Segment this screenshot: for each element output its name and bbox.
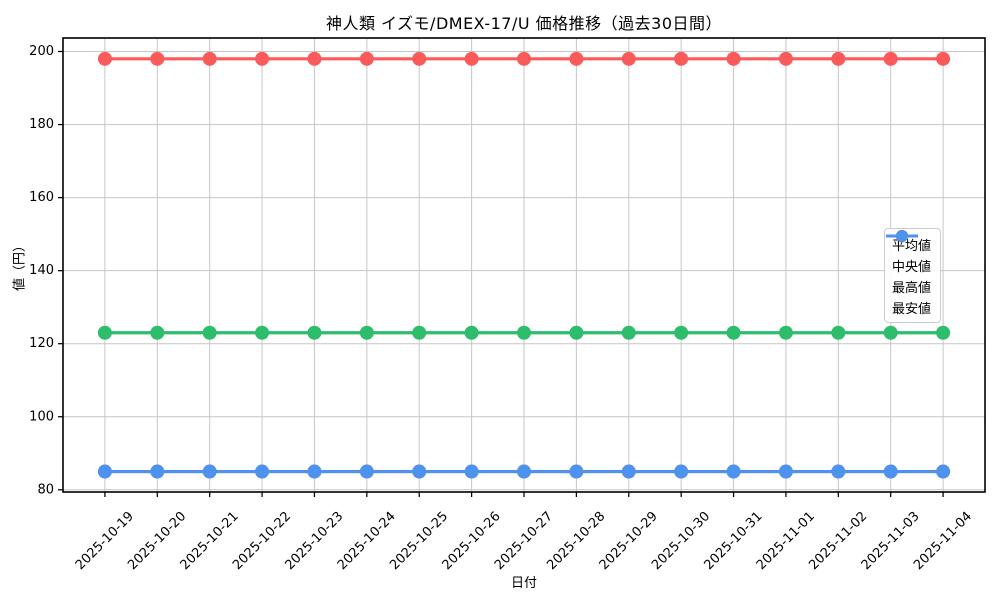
series-min (97, 464, 951, 479)
series-max (97, 51, 951, 66)
svg-text:180: 180 (29, 117, 54, 132)
svg-text:200: 200 (29, 44, 54, 59)
gridlines (63, 38, 985, 492)
y-tick-labels: 80 100 120 140 160 180 200 (29, 44, 54, 497)
svg-text:160: 160 (29, 190, 54, 205)
svg-text:80: 80 (37, 482, 54, 497)
series-mean (97, 325, 951, 340)
legend-label: 平均値 (892, 238, 932, 254)
legend-item-median: 中央値 (886, 230, 932, 275)
legend-item-max: 最高値 (886, 230, 932, 296)
legend-label: 最高値 (892, 280, 932, 296)
legend-line-marker-icon (886, 230, 918, 242)
legend-label: 中央値 (892, 259, 932, 275)
x-axis-label: 日付 (510, 576, 537, 591)
chart-title: 神人類 イズモ/DMEX-17/U 価格推移（過去30日間） (325, 14, 723, 33)
tick-marks (58, 50, 944, 497)
x-tick-labels: 2025-10-192025-10-202025-10-212025-10-22… (73, 509, 975, 573)
legend-item-min: 最安値 (886, 230, 932, 317)
svg-text:120: 120 (29, 336, 54, 351)
legend: 平均値中央値最高値最安値 (884, 228, 942, 323)
svg-text:140: 140 (29, 263, 54, 278)
svg-text:100: 100 (29, 409, 54, 424)
axis-border (62, 37, 986, 493)
legend-label: 最安値 (892, 301, 932, 317)
